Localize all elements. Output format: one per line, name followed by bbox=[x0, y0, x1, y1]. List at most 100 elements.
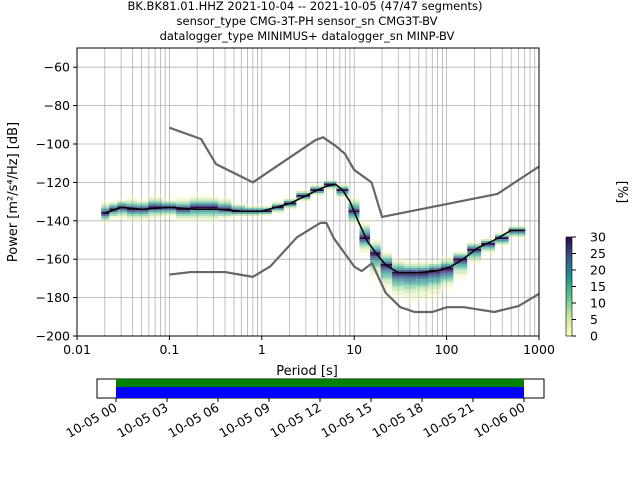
density-cell bbox=[518, 227, 526, 230]
density-cell bbox=[109, 204, 118, 207]
density-cell bbox=[245, 204, 260, 207]
density-cell bbox=[101, 214, 110, 216]
density-cell bbox=[416, 262, 429, 264]
density-cell bbox=[392, 285, 405, 288]
density-cell bbox=[453, 273, 468, 276]
density-cell bbox=[416, 298, 429, 301]
density-cell bbox=[117, 214, 127, 216]
density-cell bbox=[404, 277, 417, 280]
density-cell bbox=[137, 210, 149, 213]
density-cell bbox=[231, 202, 246, 205]
density-cell bbox=[428, 292, 441, 295]
density-cell bbox=[217, 202, 232, 205]
density-cell bbox=[404, 292, 417, 295]
density-cell bbox=[440, 267, 454, 270]
density-cell bbox=[416, 290, 429, 293]
density-cell bbox=[404, 288, 417, 291]
density-cell bbox=[495, 239, 509, 241]
density-cell bbox=[190, 217, 204, 220]
density-cell bbox=[176, 208, 191, 211]
density-cell bbox=[370, 248, 381, 251]
density-cell bbox=[392, 281, 405, 284]
density-cell bbox=[481, 252, 496, 255]
density-cell bbox=[392, 292, 405, 295]
density-cell bbox=[148, 194, 163, 197]
density-cell bbox=[370, 277, 381, 280]
density-cell bbox=[148, 200, 163, 203]
density-cell bbox=[176, 216, 191, 218]
density-cell bbox=[109, 210, 118, 213]
density-cell bbox=[126, 208, 138, 211]
density-cell bbox=[428, 264, 441, 266]
density-cell bbox=[380, 250, 393, 253]
chart-title: BK.BK81.01.HHZ 2021-10-04 -- 2021-10-05 … bbox=[127, 0, 482, 43]
density-cell bbox=[508, 231, 519, 234]
density-cell bbox=[416, 296, 429, 299]
density-cell bbox=[348, 198, 360, 201]
density-cell bbox=[137, 217, 149, 220]
density-cell bbox=[190, 214, 204, 216]
y-tick-label: −120 bbox=[36, 175, 70, 190]
density-cell bbox=[162, 198, 177, 201]
density-cell bbox=[440, 265, 454, 268]
density-cell bbox=[440, 262, 454, 264]
density-cell bbox=[370, 260, 381, 263]
density-cell bbox=[203, 217, 218, 220]
density-cell bbox=[359, 223, 371, 226]
density-cell bbox=[109, 200, 118, 203]
density-cell bbox=[416, 277, 429, 280]
density-cell bbox=[416, 275, 429, 278]
density-cell bbox=[428, 294, 441, 297]
density-cell bbox=[428, 277, 441, 280]
density-cell bbox=[126, 206, 138, 209]
density-cell bbox=[392, 275, 405, 278]
density-cell bbox=[404, 264, 417, 266]
density-cell bbox=[283, 200, 297, 203]
density-cell bbox=[126, 198, 138, 201]
density-cell bbox=[137, 204, 149, 207]
density-cell bbox=[190, 200, 204, 203]
density-cell bbox=[392, 283, 405, 286]
density-cell bbox=[440, 287, 454, 289]
density-cell bbox=[518, 237, 526, 240]
density-cell bbox=[176, 217, 191, 220]
density-cell bbox=[440, 260, 454, 263]
x-tick-label: 1 bbox=[258, 342, 266, 357]
y-tick-label: −140 bbox=[36, 213, 70, 228]
density-cell bbox=[416, 279, 429, 282]
density-cell bbox=[245, 212, 260, 215]
density-cell bbox=[453, 250, 468, 253]
density-cell bbox=[190, 216, 204, 218]
timeline-tick-label: 10-05 06 bbox=[165, 400, 221, 441]
density-cell bbox=[176, 202, 191, 205]
density-cell bbox=[359, 219, 371, 222]
density-cell bbox=[348, 217, 360, 220]
density-cell bbox=[453, 277, 468, 280]
density-cell bbox=[323, 189, 337, 192]
density-cell bbox=[217, 200, 232, 203]
density-cell bbox=[148, 204, 163, 207]
density-cell bbox=[404, 290, 417, 293]
x-tick-label: 0.01 bbox=[63, 342, 91, 357]
timeline-tick-label: 10-05 21 bbox=[420, 400, 476, 441]
density-cell bbox=[259, 204, 272, 207]
density-cell bbox=[370, 244, 381, 247]
density-cell bbox=[370, 240, 381, 243]
x-tick-label: 100 bbox=[435, 342, 459, 357]
density-cell bbox=[101, 219, 110, 222]
density-cell bbox=[162, 212, 177, 215]
density-cell bbox=[176, 196, 191, 199]
colorbar-tick-label: 30 bbox=[590, 230, 606, 245]
density-cell bbox=[518, 229, 526, 232]
density-cell bbox=[348, 204, 360, 207]
x-tick-label: 1000 bbox=[523, 342, 555, 357]
density-cell bbox=[453, 252, 468, 255]
density-cell bbox=[296, 192, 311, 195]
density-cell bbox=[392, 267, 405, 270]
density-cell bbox=[109, 206, 118, 209]
density-cell bbox=[126, 202, 138, 205]
density-cell bbox=[440, 285, 454, 288]
density-cell bbox=[370, 273, 381, 276]
density-cell bbox=[348, 200, 360, 203]
